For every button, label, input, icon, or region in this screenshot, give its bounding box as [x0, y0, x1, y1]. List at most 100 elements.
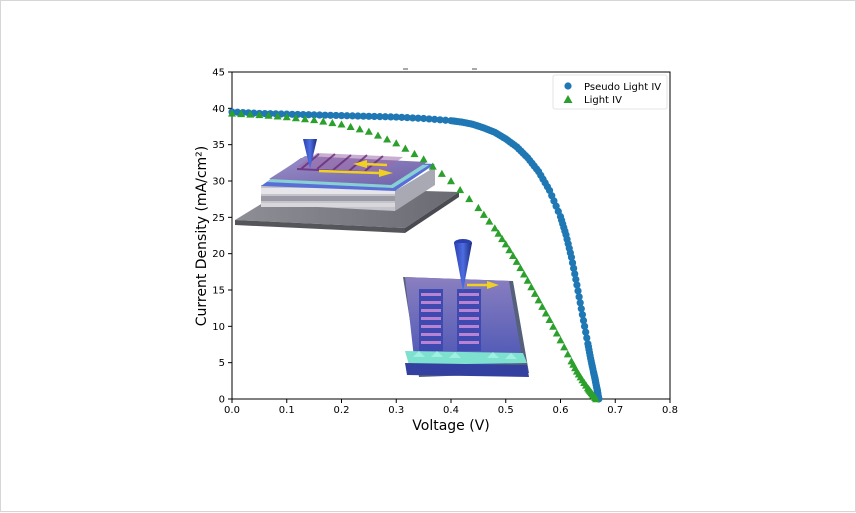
- data-point: [328, 118, 337, 127]
- data-point: [534, 296, 543, 304]
- data-point: [264, 111, 273, 119]
- data-point: [582, 328, 590, 336]
- legend-label-pseudo: Pseudo Light IV: [584, 82, 661, 93]
- data-point: [359, 112, 367, 120]
- data-point: [592, 395, 601, 403]
- data-point: [403, 114, 411, 122]
- x-axis-ticks: 0.0 0.1 0.2 0.3 0.4 0.5 0.6 0.7 0.8: [224, 399, 678, 416]
- data-point: [392, 113, 400, 121]
- legend-label-light: Light IV: [584, 95, 622, 106]
- data-point: [392, 139, 401, 147]
- data-point: [355, 125, 364, 133]
- y-tick-label: 10: [212, 322, 225, 333]
- series-pseudo-light-iv: [228, 108, 603, 403]
- data-point: [374, 131, 382, 139]
- data-point: [319, 117, 328, 125]
- data-point: [583, 334, 591, 342]
- data-point: [310, 111, 318, 119]
- data-point: [556, 336, 565, 344]
- x-tick-label: 0.0: [224, 405, 240, 416]
- data-point: [538, 302, 547, 310]
- data-point: [337, 120, 346, 128]
- legend-box: [552, 74, 668, 110]
- x-tick-label: 0.8: [662, 405, 678, 416]
- data-point: [337, 112, 346, 120]
- data-point: [376, 113, 384, 121]
- inset-finger-cells: [403, 239, 529, 377]
- data-point: [447, 177, 455, 185]
- data-point: [580, 322, 589, 330]
- data-point: [516, 263, 525, 272]
- y-tick-label: 30: [212, 177, 225, 188]
- data-point: [579, 316, 588, 325]
- data-point: [288, 110, 296, 118]
- data-point: [310, 115, 319, 124]
- data-point: [567, 253, 576, 261]
- data-point: [541, 309, 550, 317]
- data-point: [570, 264, 578, 272]
- legend-marker-circle-icon: [564, 82, 572, 90]
- data-point: [291, 114, 300, 122]
- data-point: [465, 194, 474, 203]
- x-tick-label: 0.5: [498, 405, 514, 416]
- data-point: [501, 240, 510, 248]
- data-point: [370, 112, 378, 121]
- x-tick-label: 0.3: [388, 405, 404, 416]
- data-point: [578, 311, 587, 319]
- x-axis-title: Voltage (V): [412, 418, 489, 434]
- data-point: [552, 329, 561, 337]
- y-tick-label: 5: [219, 358, 225, 369]
- data-point: [456, 185, 465, 194]
- data-point: [282, 113, 291, 121]
- data-point: [505, 246, 514, 254]
- data-point: [419, 155, 428, 163]
- data-point: [246, 110, 255, 118]
- data-point: [441, 116, 450, 124]
- data-point: [365, 112, 373, 120]
- data-point: [545, 315, 554, 323]
- data-point: [575, 293, 583, 301]
- data-point: [563, 350, 572, 358]
- data-point: [520, 270, 528, 278]
- data-point: [420, 114, 428, 123]
- x-tick-label: 0.1: [279, 405, 295, 416]
- data-point: [301, 114, 309, 123]
- y-tick-label: 35: [212, 140, 225, 151]
- data-point: [485, 217, 494, 225]
- y-tick-label: 20: [212, 249, 225, 260]
- series-light-iv: [228, 109, 601, 403]
- y-tick-label: 40: [212, 104, 225, 115]
- data-point: [576, 299, 584, 307]
- data-point: [574, 287, 582, 295]
- data-point: [509, 251, 518, 260]
- data-point: [498, 234, 507, 243]
- data-point: [414, 114, 422, 122]
- data-point: [479, 210, 488, 218]
- x-tick-label: 0.7: [607, 405, 623, 416]
- data-point: [437, 169, 446, 177]
- data-point: [326, 111, 335, 119]
- data-point: [348, 112, 357, 120]
- data-point: [305, 111, 313, 119]
- y-axis-ticks: 0 5 10 15 20 25 30 35 40 45: [212, 68, 232, 406]
- x-tick-label: 0.2: [334, 405, 350, 416]
- data-point: [474, 203, 483, 212]
- data-point: [401, 144, 410, 152]
- x-tick-label: 0.4: [443, 405, 459, 416]
- data-point: [398, 113, 406, 121]
- legend: Pseudo Light IV Light IV: [552, 74, 668, 110]
- data-point: [523, 276, 532, 284]
- y-tick-label: 25: [212, 213, 225, 224]
- data-point: [383, 135, 392, 143]
- data-point: [494, 229, 503, 237]
- data-point: [346, 122, 355, 130]
- data-point: [237, 109, 246, 118]
- y-axis-title: Current Density (mA/cm²): [194, 146, 210, 327]
- data-point: [343, 112, 351, 120]
- data-point: [568, 259, 577, 267]
- data-point: [530, 289, 539, 297]
- inset-grid-device: [235, 139, 459, 233]
- series-layer: [228, 108, 603, 403]
- data-point: [573, 281, 581, 289]
